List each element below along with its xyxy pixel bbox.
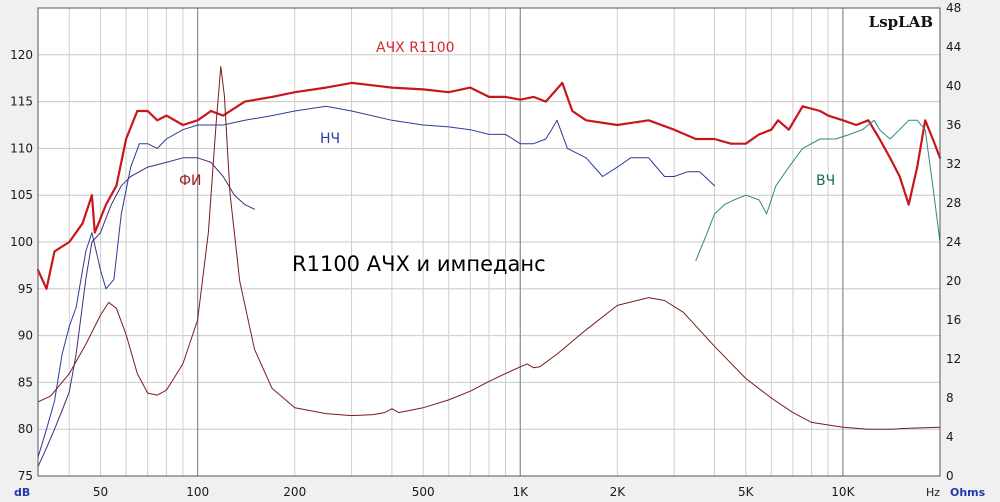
y-right-tick-label: 4 (946, 430, 954, 444)
x-tick-label: 5K (738, 485, 755, 499)
impedance-line (37, 66, 941, 430)
x-tick-label: 500 (412, 485, 435, 499)
y-right-tick-label: 40 (946, 79, 961, 93)
y-left-unit: dB (14, 486, 30, 499)
y-right-unit: Ohms (950, 486, 986, 499)
y-left-tick-label: 95 (18, 282, 33, 296)
x-tick-label: 1K (513, 485, 530, 499)
plot-frame (37, 7, 941, 477)
x-tick-label: 2K (610, 485, 627, 499)
y-left-tick-label: 80 (18, 422, 33, 436)
y-left-tick-label: 110 (10, 141, 33, 155)
grid (38, 8, 940, 477)
y-left-tick-label: 115 (10, 95, 33, 109)
y-right-tick-label: 36 (946, 118, 961, 132)
curves (36, 66, 942, 468)
y-right-tick-label: 28 (946, 196, 961, 210)
y-right-tick-label: 16 (946, 313, 961, 327)
x-tick-label: 200 (283, 485, 306, 499)
series-label-fi: ФИ (179, 173, 202, 189)
y-left-tick-label: 75 (18, 469, 33, 483)
y-right-tick-label: 32 (946, 157, 961, 171)
y-right-tick-label: 44 (946, 40, 961, 54)
brand-label: LspLAB (869, 13, 933, 31)
chart-title: R1100 АЧХ и импеданс (292, 252, 546, 276)
y-right-tick-label: 12 (946, 352, 961, 366)
series-line-0 (36, 81, 942, 290)
y-left-tick-label: 105 (10, 188, 33, 202)
x-tick-label: 100 (186, 485, 209, 499)
y-right-tick-label: 0 (946, 469, 954, 483)
series-line-2 (37, 157, 255, 468)
series-label-nch: НЧ (320, 131, 340, 147)
series-line-1 (37, 105, 715, 458)
y-right-tick-label: 24 (946, 235, 961, 249)
y-left-tick-label: 85 (18, 375, 33, 389)
y-right-tick-label: 20 (946, 274, 961, 288)
axes: 7580859095100105110115120048121620242832… (10, 1, 961, 499)
y-left-tick-label: 120 (10, 48, 33, 62)
y-right-tick-label: 8 (946, 391, 954, 405)
series-label-ach: АЧХ R1100 (376, 40, 455, 56)
y-right-tick-label: 48 (946, 1, 961, 15)
x-tick-label: 10K (831, 485, 855, 499)
x-unit: Hz (926, 486, 940, 499)
series-line-3 (695, 119, 941, 262)
y-left-tick-label: 90 (18, 329, 33, 343)
x-tick-label: 50 (93, 485, 108, 499)
y-left-tick-label: 100 (10, 235, 33, 249)
series-label-vch: ВЧ (816, 173, 835, 189)
